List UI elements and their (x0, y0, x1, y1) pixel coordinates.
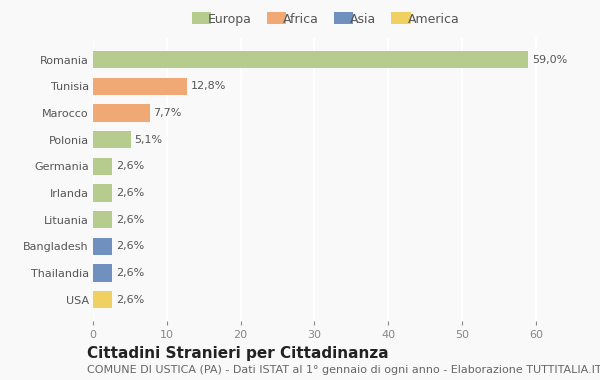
Bar (93, 51, 529, 68)
Text: 12,8%: 12,8% (191, 81, 227, 91)
Text: 5,1%: 5,1% (134, 135, 163, 144)
Text: 2,6%: 2,6% (116, 161, 144, 171)
Bar (93, 264, 112, 282)
Text: 2,6%: 2,6% (116, 215, 144, 225)
Text: 59,0%: 59,0% (532, 55, 568, 65)
Text: 2,6%: 2,6% (116, 268, 144, 278)
Text: 7,7%: 7,7% (154, 108, 182, 118)
Text: COMUNE DI USTICA (PA) - Dati ISTAT al 1° gennaio di ogni anno - Elaborazione TUT: COMUNE DI USTICA (PA) - Dati ISTAT al 1°… (87, 365, 600, 375)
Bar (93, 291, 112, 308)
Text: 2,6%: 2,6% (116, 188, 144, 198)
Bar (93, 131, 131, 148)
Bar (93, 238, 112, 255)
Bar (93, 158, 112, 175)
Bar (93, 78, 187, 95)
Text: 2,6%: 2,6% (116, 294, 144, 304)
Text: 2,6%: 2,6% (116, 241, 144, 251)
Bar (93, 184, 112, 201)
Bar (93, 104, 150, 122)
Legend: Europa, Africa, Asia, America: Europa, Africa, Asia, America (191, 13, 460, 26)
Text: Cittadini Stranieri per Cittadinanza: Cittadini Stranieri per Cittadinanza (87, 346, 389, 361)
Bar (93, 211, 112, 228)
